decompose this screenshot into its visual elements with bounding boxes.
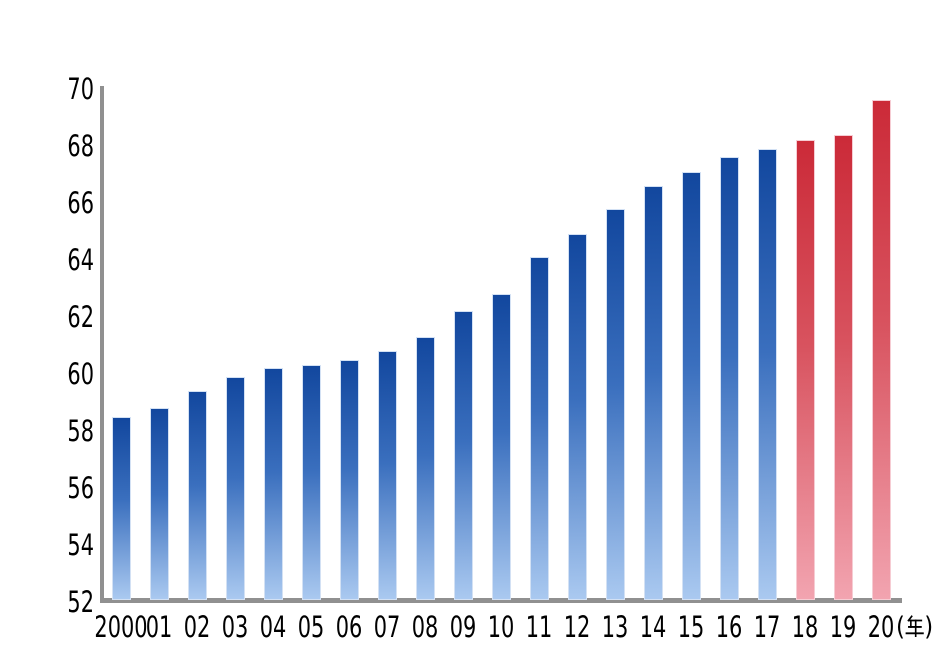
y-tick-52: 52 (67, 585, 94, 619)
x-label-06: 06 (335, 610, 363, 644)
x-label-15: 15 (677, 610, 705, 644)
y-tick-62: 62 (67, 300, 94, 334)
x-label-14: 14 (639, 610, 667, 644)
kanji-year-icon (905, 615, 924, 638)
y-tick-58: 58 (67, 414, 94, 448)
bar-11 (529, 257, 549, 600)
bar-04 (263, 368, 283, 600)
x-label-01: 01 (145, 610, 173, 644)
bar-09 (453, 311, 473, 600)
bar-15 (681, 171, 701, 600)
y-tick-70: 70 (67, 72, 94, 106)
y-tick-60: 60 (67, 357, 94, 391)
bar-19 (833, 134, 853, 600)
bar-16 (719, 157, 739, 600)
bar-14 (643, 185, 663, 600)
x-label-20: 20 (867, 610, 895, 644)
x-label-02: 02 (183, 610, 211, 644)
x-label-09: 09 (449, 610, 477, 644)
bar-18 (795, 140, 815, 600)
bar-2000 (111, 416, 131, 600)
y-tick-56: 56 (67, 471, 94, 505)
x-axis-line (100, 598, 902, 603)
x-label-12: 12 (563, 610, 591, 644)
bar-01 (149, 408, 169, 600)
bar-20 (871, 100, 891, 600)
bar-17 (757, 148, 777, 600)
bar-10 (491, 294, 511, 600)
y-tick-54: 54 (67, 528, 94, 562)
x-label-18: 18 (791, 610, 819, 644)
bar-13 (605, 208, 625, 600)
unit-open-paren: ( (896, 612, 905, 642)
x-label-16: 16 (715, 610, 743, 644)
x-label-2000: 2000 (94, 610, 148, 644)
bar-02 (187, 391, 207, 600)
bar-05 (301, 365, 321, 600)
x-label-05: 05 (297, 610, 325, 644)
x-label-19: 19 (829, 610, 857, 644)
x-label-11: 11 (525, 610, 553, 644)
x-label-13: 13 (601, 610, 629, 644)
y-tick-68: 68 (67, 129, 94, 163)
x-label-08: 08 (411, 610, 439, 644)
x-label-04: 04 (259, 610, 287, 644)
x-label-07: 07 (373, 610, 401, 644)
x-axis-unit-label: () (896, 611, 933, 643)
bar-08 (415, 336, 435, 600)
bar-07 (377, 351, 397, 600)
x-label-03: 03 (221, 610, 249, 644)
bar-12 (567, 234, 587, 600)
bar-06 (339, 359, 359, 600)
y-axis-line (100, 86, 104, 603)
x-label-10: 10 (487, 610, 515, 644)
unit-close-paren: ) (924, 612, 934, 642)
y-tick-66: 66 (67, 186, 94, 220)
x-label-17: 17 (753, 610, 781, 644)
y-tick-64: 64 (67, 243, 94, 277)
bar-03 (225, 376, 245, 600)
